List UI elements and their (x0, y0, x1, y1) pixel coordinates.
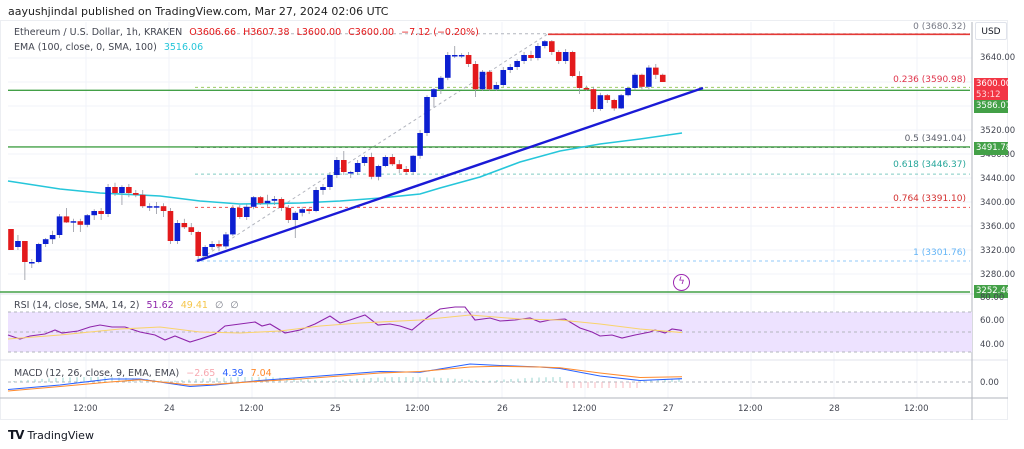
publisher-line: aayushjindal published on TradingView.co… (8, 5, 389, 18)
time-tick: 12:00 (405, 404, 430, 414)
symbol-legend: Ethereum / U.S. Dollar, 1h, KRAKEN O3606… (14, 27, 483, 38)
rsi-tick: 40.00 (980, 340, 1005, 350)
ema-legend[interactable]: EMA (100, close, 0, SMA, 100) 3516.06 (14, 42, 207, 53)
ohlc-high: H3607.38 (243, 27, 290, 38)
lightning-event-icon[interactable]: ϟ (673, 274, 690, 291)
rsi-extra-2: ∅ (230, 300, 239, 311)
last-price-tag: 3600.00 (974, 78, 1012, 91)
fib-label-0236: 0.236 (3590.98) (893, 75, 966, 85)
price-tick: 3440.00 (980, 174, 1016, 184)
price-tick: 3480.00 (980, 150, 1016, 160)
macd-histogram-value: −2.65 (186, 368, 216, 379)
macd-value: 4.39 (222, 368, 244, 379)
brand-name: TradingView (27, 428, 94, 442)
rsi-legend[interactable]: RSI (14, close, SMA, 14, 2) 51.62 49.41 … (14, 300, 243, 311)
ohlc-open: O3606.66 (189, 27, 237, 38)
time-tick: 25 (330, 404, 341, 414)
time-tick: 12:00 (239, 404, 264, 414)
fib-label-0: 0 (3680.32) (913, 22, 966, 32)
support-tag-3: 3252.46 (974, 285, 1012, 298)
time-tick: 27 (663, 404, 674, 414)
rsi-tick: 60.00 (980, 316, 1005, 326)
price-tick: 3640.00 (980, 53, 1016, 63)
time-tick: 12:00 (904, 404, 929, 414)
symbol-name[interactable]: Ethereum / U.S. Dollar, 1h, KRAKEN (14, 27, 183, 38)
rsi-label: RSI (14, close, SMA, 14, 2) (14, 300, 140, 311)
macd-tick: 0.00 (980, 378, 999, 388)
price-tick: 3520.00 (980, 126, 1016, 136)
time-tick: 12:00 (738, 404, 763, 414)
fib-label-0764: 0.764 (3391.10) (893, 194, 966, 204)
rsi-value: 51.62 (146, 300, 174, 311)
price-tick: 3280.00 (980, 270, 1016, 280)
ohlc-low: L3600.00 (296, 27, 342, 38)
rsi-extra-1: ∅ (214, 300, 224, 311)
price-tick: 3320.00 (980, 246, 1016, 256)
fib-label-05: 0.5 (3491.04) (904, 134, 966, 144)
ema-label: EMA (100, close, 0, SMA, 100) (14, 42, 157, 53)
tradingview-logo-icon: TV (8, 428, 25, 442)
price-tick: 3360.00 (980, 222, 1016, 232)
macd-legend[interactable]: MACD (12, 26, close, 9, EMA, EMA) −2.65 … (14, 368, 276, 379)
time-tick: 26 (497, 404, 508, 414)
tradingview-brand[interactable]: TV TradingView (8, 428, 94, 442)
ohlc-close: C3600.00 (348, 27, 395, 38)
currency-button[interactable]: USD (975, 22, 1007, 40)
price-tick: 3400.00 (980, 198, 1016, 208)
rsi-ma-value: 49.41 (180, 300, 208, 311)
macd-label: MACD (12, 26, close, 9, EMA, EMA) (14, 368, 180, 379)
time-tick: 12:00 (73, 404, 98, 414)
macd-signal-value: 7.04 (250, 368, 272, 379)
time-tick: 24 (164, 404, 175, 414)
ohlc-change: −7.12 (−0.20%) (401, 27, 479, 38)
ema-value: 3516.06 (163, 42, 204, 53)
time-tick: 28 (829, 404, 840, 414)
fib-label-1: 1 (3301.76) (913, 248, 966, 258)
bar-countdown-tag: 53:12 (974, 89, 1008, 102)
support-tag-1: 3586.07 (974, 100, 1012, 113)
fib-label-0618: 0.618 (3446.37) (893, 160, 966, 170)
time-tick: 12:00 (572, 404, 597, 414)
support-tag-2: 3491.78 (974, 142, 1012, 155)
rsi-tick: 80.00 (980, 293, 1005, 303)
